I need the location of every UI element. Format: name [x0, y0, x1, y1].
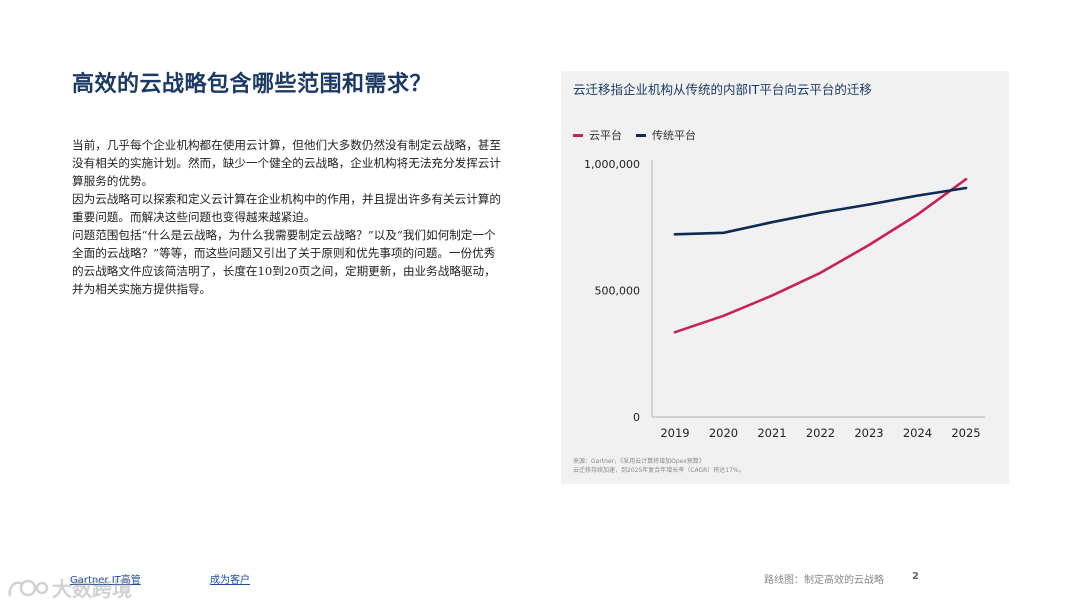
line-chart: 0 500,000 1,000,000 2019 2020 2021 2022 2023 202… [584, 158, 985, 440]
paragraph: 因为云战略可以探索和定义云计算在企业机构中的作用，并且提出许多有关云计算的重要问… [72, 192, 501, 224]
footer-link-become-client[interactable]: 成为客户 [210, 575, 250, 586]
y-tick-label: 1,000,000 [584, 158, 640, 171]
watermark-logo: 大数跨境 [6, 573, 132, 602]
body-text: 当前，几乎每个企业机构都在使用云计算，但他们大多数仍然没有制定云战略，甚至没有相… [72, 136, 502, 298]
legend-item-traditional: 传统平台 [636, 127, 696, 143]
data-point-traditional [673, 233, 677, 236]
data-point-cloud [964, 177, 968, 181]
data-point-cloud [722, 314, 725, 317]
series-line-cloud [673, 177, 968, 334]
x-tick-label: 2024 [903, 426, 932, 440]
source-note: 来源：Gartner，《采用云计算将增加Opex预算》 云迁移持续加速，到202… [573, 457, 745, 475]
y-tick-label: 0 [633, 411, 640, 424]
x-tick-label: 2019 [660, 426, 689, 440]
data-point-traditional [770, 220, 774, 224]
legend-swatch-cloud [573, 133, 583, 137]
y-tick-label: 500,000 [595, 285, 641, 298]
data-point-traditional [819, 211, 822, 214]
footer-section-title: 路线图：制定高效的云战略 [764, 575, 884, 586]
x-tick-label: 2022 [806, 426, 835, 440]
chart-title: 云迁移指企业机构从传统的内部IT平台向云平台的迁移 [573, 82, 872, 97]
legend-swatch-traditional [636, 133, 646, 137]
source-line: 来源：Gartner，《采用云计算将增加Opex预算》 [573, 458, 705, 465]
source-line: 云迁移持续加速，到2025年复合年增长率（CAGR）将达17%。 [573, 467, 745, 474]
data-point-traditional [964, 186, 968, 190]
paragraph: 当前，几乎每个企业机构都在使用云计算，但他们大多数仍然没有制定云战略，甚至没有相… [72, 138, 501, 188]
watermark-icon [8, 579, 49, 596]
legend-label-cloud: 云平台 [589, 129, 622, 142]
legend-label-traditional: 传统平台 [652, 129, 696, 142]
data-point-traditional [916, 194, 919, 197]
x-tick-label: 2020 [709, 426, 738, 440]
page-number: 2 [912, 571, 919, 582]
chart-legend: 云平台 传统平台 [573, 127, 696, 143]
data-point-cloud [819, 271, 822, 274]
x-tick-label: 2021 [757, 426, 786, 440]
page-title: 高效的云战略包含哪些范围和需求？ [72, 71, 433, 97]
data-point-traditional [867, 203, 871, 206]
data-point-cloud [916, 213, 919, 216]
x-tick-label: 2023 [854, 426, 883, 440]
data-point-cloud [673, 331, 677, 334]
footer-link-gartner-executives[interactable]: Gartner IT高管 [70, 575, 141, 586]
legend-item-cloud: 云平台 [573, 127, 622, 143]
chart-panel: 云迁移指企业机构从传统的内部IT平台向云平台的迁移 云平台 传统平台 0 500,… [561, 71, 1009, 484]
data-point-traditional [722, 231, 725, 235]
x-tick-label: 2025 [951, 426, 980, 440]
watermark-text: 大数跨境 [52, 577, 132, 601]
data-point-cloud [770, 294, 774, 297]
data-point-cloud [867, 243, 871, 247]
paragraph: 问题范围包括“什么是云战略，为什么我需要制定云战略？”以及“我们如何制定一个全面… [72, 228, 496, 296]
